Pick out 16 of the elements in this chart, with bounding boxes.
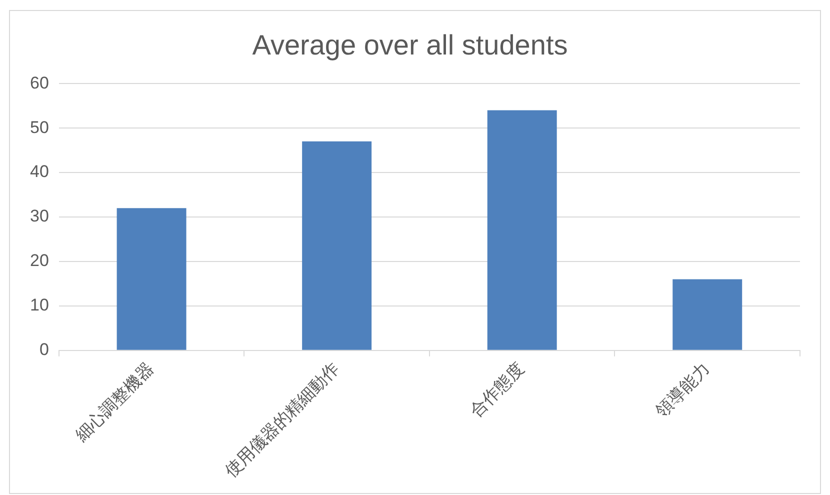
y-tick-label: 30 [30, 206, 49, 226]
bar [116, 208, 186, 350]
chart-title: Average over all students [252, 30, 568, 61]
y-tick-label: 50 [30, 118, 49, 137]
bar [487, 110, 557, 350]
x-tick-label: 使用儀器的精細動作 [221, 359, 344, 482]
x-tick-label: 領導能力 [652, 359, 714, 422]
x-tick-label: 細心調整機器 [71, 359, 158, 446]
y-tick-label: 10 [30, 296, 49, 315]
y-tick-label: 40 [30, 162, 49, 182]
y-tick-label: 0 [39, 340, 49, 360]
bar [672, 279, 742, 350]
x-tick-label: 合作態度 [466, 359, 529, 422]
y-tick-label: 20 [30, 251, 49, 270]
y-tick-label: 60 [30, 73, 49, 92]
bar [302, 141, 372, 350]
